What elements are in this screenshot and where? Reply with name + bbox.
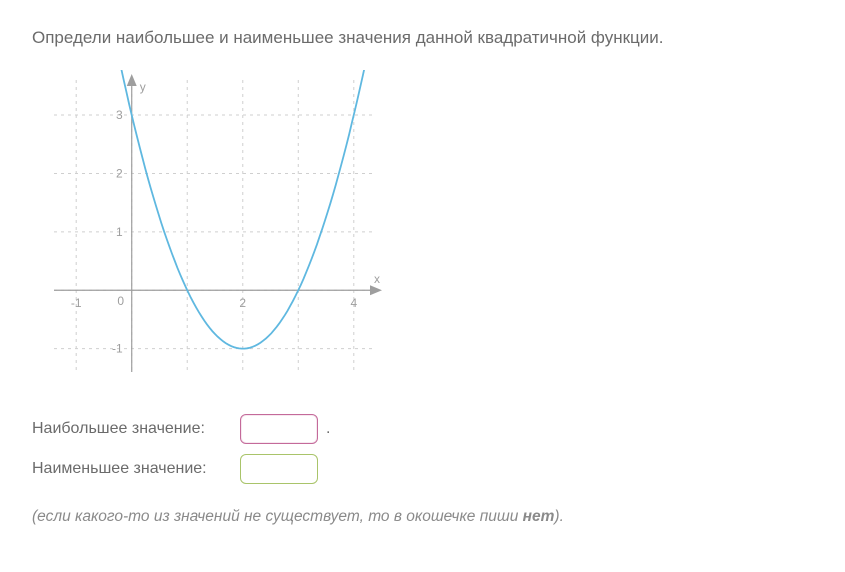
svg-text:2: 2 xyxy=(239,296,246,310)
max-answer-row: Наибольшее значение: . xyxy=(32,414,813,444)
svg-text:y: y xyxy=(140,80,146,94)
hint-text: (если какого-то из значений не существуе… xyxy=(32,508,813,526)
min-label: Наименьшее значение: xyxy=(32,460,232,478)
svg-text:0: 0 xyxy=(117,294,124,308)
quadratic-chart: -1 0 2 4 -1 1 2 3 x y xyxy=(32,70,390,390)
max-value-input[interactable] xyxy=(240,414,318,444)
svg-text:1: 1 xyxy=(116,225,123,239)
hint-prefix: (если какого-то из значений не существуе… xyxy=(32,508,523,525)
svg-text:3: 3 xyxy=(116,108,123,122)
min-answer-row: Наименьшее значение: xyxy=(32,454,813,484)
svg-text:4: 4 xyxy=(350,296,357,310)
min-value-input[interactable] xyxy=(240,454,318,484)
hint-suffix: ). xyxy=(554,508,563,525)
max-period: . xyxy=(326,420,330,438)
svg-text:x: x xyxy=(374,272,380,286)
svg-text:2: 2 xyxy=(116,166,123,180)
question-text: Определи наибольшее и наименьшее значени… xyxy=(32,28,813,48)
max-label: Наибольшее значение: xyxy=(32,420,232,438)
hint-bold: нет xyxy=(523,508,555,525)
svg-text:-1: -1 xyxy=(112,342,123,356)
svg-text:-1: -1 xyxy=(71,296,82,310)
chart-container: -1 0 2 4 -1 1 2 3 x y xyxy=(32,70,390,390)
